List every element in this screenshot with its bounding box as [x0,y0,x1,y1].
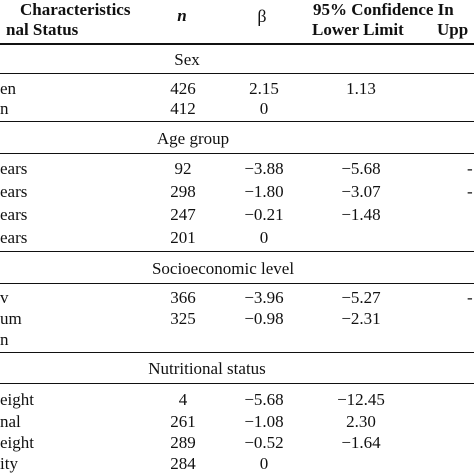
row-beta: −3.88 [244,159,284,178]
row-n: 289 [170,433,196,452]
row-label: eight [0,433,34,452]
row-lower: 1.13 [346,79,376,98]
row-n: 298 [170,182,196,201]
row-beta: −0.98 [244,309,284,328]
row-beta: 0 [259,228,269,247]
rule-sex [0,73,474,74]
rule-age-top [0,121,474,122]
header-n: n [177,6,187,25]
row-label: ears [0,159,28,178]
row-n: 201 [170,228,196,247]
row-label: eight [0,390,34,409]
header-beta: β [257,6,267,26]
header-characteristics: Characteristics [20,0,131,19]
row-beta: −1.80 [244,182,284,201]
row-lower: −2.31 [341,309,381,328]
row-label: en [0,79,17,98]
row-label: n [0,99,9,118]
section-title-nutritional-status: Nutritional status [148,359,266,378]
row-label: ity [0,454,18,473]
header-nutritional-status: nal Status [6,20,79,39]
row-label: ears [0,205,28,224]
row-upper: - [467,159,473,178]
row-upper: - [467,182,473,201]
section-title-sex: Sex [174,50,200,69]
row-beta: −1.08 [244,412,284,431]
row-beta: −0.21 [244,205,284,224]
row-beta: −3.96 [244,288,284,307]
row-lower: −1.64 [341,433,381,452]
row-n: 325 [170,309,196,328]
row-n: 284 [170,454,196,473]
row-n: 412 [170,99,196,118]
header-confidence-interval: 95% Confidence In [313,0,454,19]
row-lower: 2.30 [346,412,376,431]
section-title-socioeconomic: Socioeconomic level [151,259,295,278]
rule-ses-top [0,251,474,252]
row-label: nal [0,412,21,431]
row-n: 426 [170,79,196,98]
rule-header-bottom [0,43,474,45]
row-n: 366 [170,288,196,307]
rule-nutrition-top [0,352,474,353]
row-label: ears [0,228,28,247]
header-lower-limit: Lower Limit [312,20,404,39]
row-label: ears [0,182,28,201]
row-lower: −1.48 [341,205,381,224]
row-label: n [0,330,9,349]
row-lower: −12.45 [337,390,385,409]
row-lower: −5.27 [341,288,381,307]
row-beta: 0 [259,99,269,118]
row-upper: - [467,288,473,307]
row-beta: −5.68 [244,390,284,409]
row-label: v [0,288,9,307]
rule-ses [0,283,474,284]
row-n: 247 [170,205,196,224]
row-n: 261 [170,412,196,431]
row-beta: 0 [259,454,269,473]
row-beta: −0.52 [244,433,284,452]
row-label: um [0,309,22,328]
rule-nutrition [0,383,474,384]
header-upper-limit: Upp [437,20,469,39]
row-n: 4 [178,390,188,409]
row-lower: −3.07 [341,182,381,201]
section-title-age-group: Age group [156,129,230,148]
row-beta: 2.15 [249,79,279,98]
row-n: 92 [174,159,192,178]
rule-age [0,153,474,154]
row-lower: −5.68 [341,159,381,178]
